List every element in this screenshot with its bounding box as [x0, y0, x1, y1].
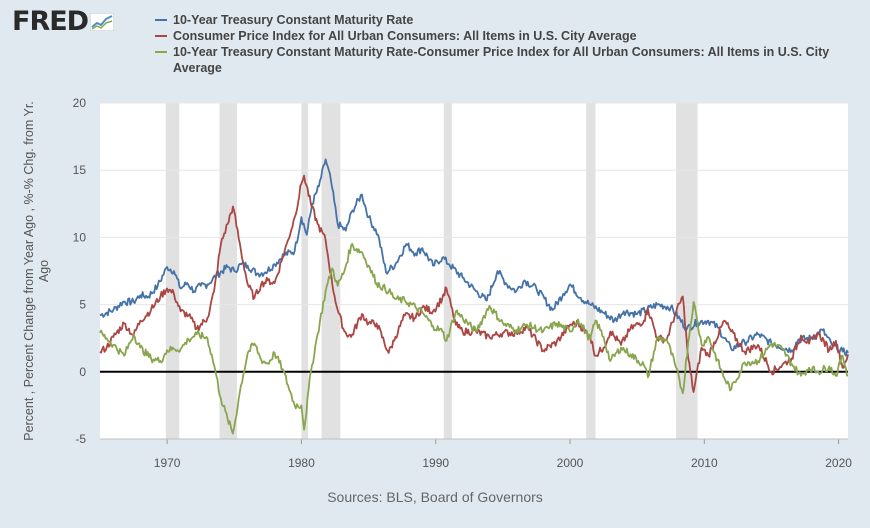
recession-band	[219, 103, 237, 439]
x-tick-label: 1990	[422, 456, 449, 470]
y-tick-label: -5	[75, 432, 86, 446]
y-axis-label-line: Ago	[37, 260, 51, 282]
x-tick-label: 1980	[288, 456, 315, 470]
legend-item: 10-Year Treasury Constant Maturity Rate-…	[155, 44, 855, 76]
plot-area	[100, 103, 848, 439]
recession-band	[301, 103, 309, 439]
fred-logo: FRED	[12, 6, 115, 37]
y-tick-label: 20	[73, 96, 87, 110]
y-axis-label: Percent , Percent Change from Year Ago ,…	[22, 101, 51, 441]
x-tick-label: 1970	[154, 456, 181, 470]
legend-swatch	[155, 35, 167, 37]
legend-item: Consumer Price Index for All Urban Consu…	[155, 28, 855, 44]
y-tick-label: 10	[73, 230, 87, 244]
sources-note: Sources: BLS, Board of Governors	[327, 489, 543, 505]
x-tick-label: 2020	[825, 456, 852, 470]
legend-label: 10-Year Treasury Constant Maturity Rate-…	[173, 45, 830, 75]
y-axis-label-line: Percent , Percent Change from Year Ago ,…	[22, 101, 36, 441]
series-line-10-year-treasury-constant-maturity-rate-	[99, 242, 849, 435]
x-tick-label: 2000	[557, 456, 584, 470]
chart-legend: 10-Year Treasury Constant Maturity Rate C…	[155, 12, 855, 76]
legend-label: 10-Year Treasury Constant Maturity Rate	[173, 13, 414, 27]
legend-swatch	[155, 51, 167, 53]
y-tick-label: 5	[79, 298, 86, 312]
y-tick-label: 0	[79, 365, 86, 379]
y-tick-label: 15	[73, 163, 87, 177]
x-tick-label: 2010	[691, 456, 718, 470]
chart-logo-icon	[90, 12, 115, 31]
recession-band	[586, 103, 596, 439]
legend-label: Consumer Price Index for All Urban Consu…	[173, 29, 637, 43]
fred-wordmark: FRED	[12, 6, 89, 37]
recession-band	[443, 103, 452, 439]
legend-item: 10-Year Treasury Constant Maturity Rate	[155, 12, 855, 28]
series-line-10-year-treasury-constant-maturity-rate	[99, 158, 849, 357]
recession-band	[165, 103, 180, 439]
recession-band	[676, 103, 698, 439]
legend-swatch	[155, 19, 167, 21]
